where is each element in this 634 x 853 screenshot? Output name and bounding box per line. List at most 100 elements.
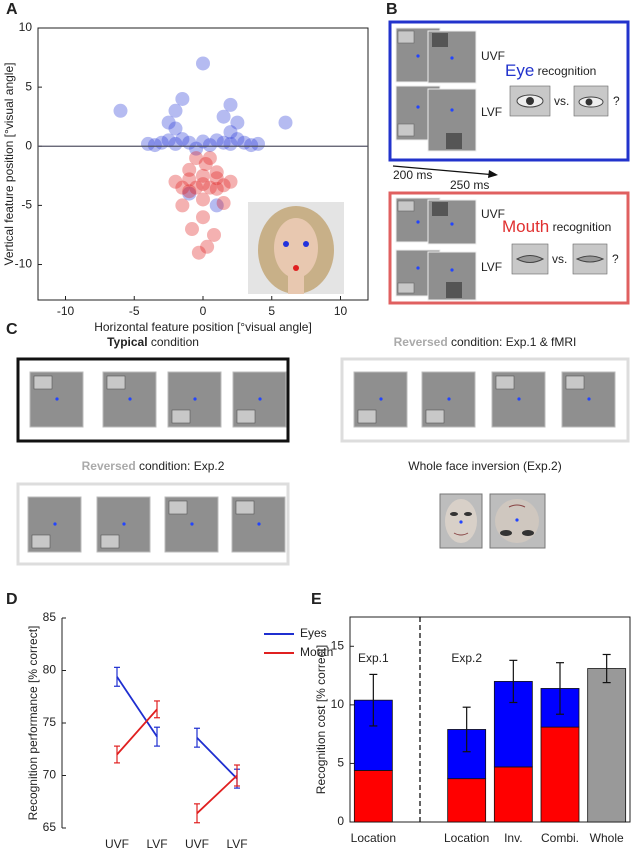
fixation [128, 397, 132, 401]
y-tick-label: 65 [43, 820, 57, 834]
timing-label: 250 ms [450, 178, 489, 192]
condition-box [16, 357, 290, 443]
mouth [508, 504, 526, 508]
point [141, 136, 155, 151]
fixation [416, 266, 420, 270]
neck [288, 276, 304, 294]
eye [522, 530, 534, 536]
point [223, 136, 238, 151]
condition-title: Typical condition [107, 335, 199, 349]
panel-label: D [6, 591, 18, 608]
stimulus-screens [27, 371, 616, 553]
y-tick-label: 5 [25, 79, 32, 93]
condition-box [340, 357, 630, 443]
point [200, 239, 215, 254]
feature-image [100, 534, 120, 549]
x-tick-label: -10 [57, 304, 75, 318]
point [189, 180, 204, 195]
task-target: Mouth [502, 217, 549, 236]
y-tick-label: 75 [43, 715, 57, 729]
fixation [55, 397, 59, 401]
fixation [450, 56, 454, 60]
fixation [193, 397, 197, 401]
feature-image [235, 500, 255, 515]
point [175, 180, 190, 195]
feature-image [31, 534, 51, 549]
noise-image [446, 133, 462, 149]
fixation [258, 397, 262, 401]
x-tick-label: 10 [334, 304, 348, 318]
noise-image [432, 202, 448, 216]
point [216, 196, 231, 211]
point [161, 115, 176, 130]
eye-image [397, 123, 415, 137]
point [196, 192, 210, 207]
point [230, 132, 245, 147]
fixation [416, 105, 420, 109]
point [191, 245, 206, 260]
annotation: Exp.2 [451, 651, 482, 665]
point [216, 178, 231, 193]
feature-image [33, 375, 53, 390]
point [207, 227, 221, 242]
condition-text: condition: Exp.2 [136, 459, 225, 473]
task-label: Mouth recognition [502, 217, 611, 236]
y-tick-label: 80 [43, 663, 57, 677]
point [147, 138, 162, 153]
task-target: Eye [505, 61, 534, 80]
point [196, 177, 210, 192]
field-label: UVF [481, 207, 505, 221]
point [182, 184, 197, 199]
eye-marker [283, 241, 289, 247]
field-label: LVF [481, 260, 502, 274]
inverted-faces [439, 493, 546, 549]
feature-image [171, 409, 191, 424]
bar-segment [353, 770, 393, 823]
y-tick-label: 0 [25, 138, 32, 152]
point [196, 134, 210, 149]
vs-label: vs. [554, 94, 569, 108]
x-axis-label: Horizontal feature position [°visual ang… [94, 320, 312, 334]
point [182, 186, 197, 201]
x-tick-label: LVF [226, 837, 247, 851]
eye-marker [303, 241, 309, 247]
point [209, 198, 224, 213]
point [182, 172, 197, 187]
point [189, 151, 204, 166]
point [196, 56, 210, 71]
y-axis-label: Recognition cost [% correct] [314, 645, 328, 794]
fixation [450, 108, 454, 112]
x-tick-label: Inv. [504, 831, 522, 845]
fixation [416, 54, 420, 58]
mouth-image [397, 200, 415, 212]
bar-segment [447, 778, 487, 823]
y-axis-label: Vertical feature position [°visual angle… [2, 63, 16, 266]
y-axis-label: Recognition performance [% correct] [26, 626, 40, 821]
mouth-image [397, 282, 415, 294]
point [202, 138, 217, 153]
point [223, 174, 238, 189]
eye [500, 530, 512, 536]
legend-label: Eyes [300, 626, 327, 640]
time-arrow [392, 165, 497, 176]
fixation [450, 222, 454, 226]
points [113, 56, 293, 260]
y-tick-label: 15 [331, 638, 345, 652]
panel-label: E [311, 591, 322, 608]
point [278, 115, 293, 130]
fixation [517, 397, 521, 401]
point [251, 136, 265, 151]
x-tick-label: -5 [129, 304, 140, 318]
point [185, 222, 199, 237]
fixation [459, 520, 463, 524]
condition-emphasis: Reversed [82, 459, 136, 473]
condition-title: Reversed condition: Exp.2 [82, 459, 225, 473]
fixation [515, 518, 519, 522]
face [274, 218, 318, 278]
feature-image [357, 409, 377, 424]
panel-label: B [386, 1, 398, 18]
point [198, 157, 213, 171]
point [182, 162, 197, 177]
fixation [122, 522, 126, 526]
